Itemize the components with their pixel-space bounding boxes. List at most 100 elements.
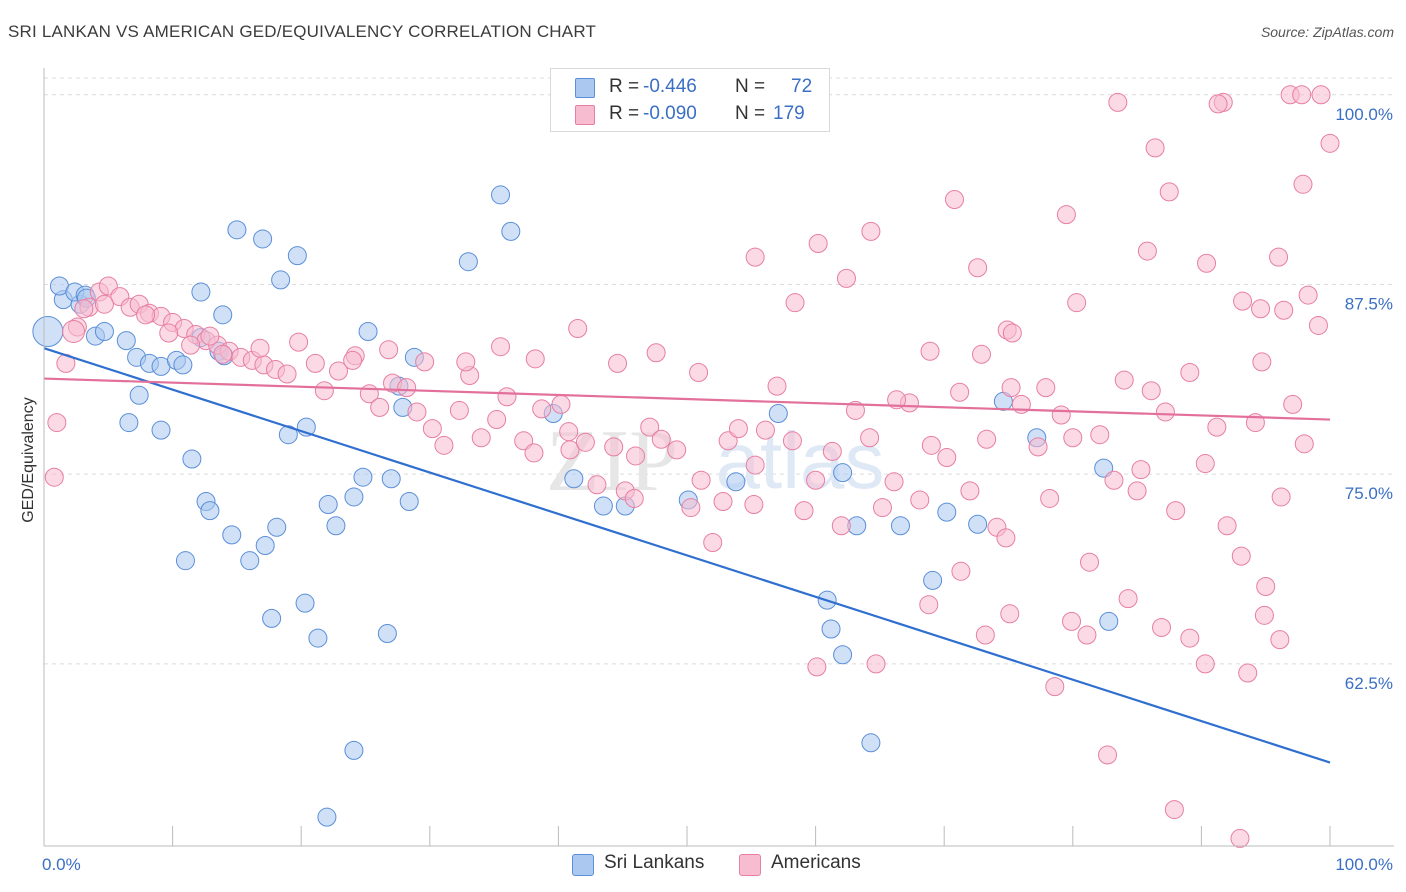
x-tick-label: 100.0% — [1335, 855, 1393, 874]
data-point-sri-lankans — [253, 229, 273, 249]
legend-swatch-sri-lankans — [575, 78, 595, 98]
data-point-sri-lankans — [890, 516, 910, 536]
legend-r-value: -0.090 — [643, 103, 697, 124]
data-point-americans — [960, 481, 980, 501]
data-point-americans — [861, 221, 881, 241]
data-point-americans — [1251, 299, 1271, 319]
data-point-americans — [624, 488, 644, 508]
data-point-americans — [977, 429, 997, 449]
data-point-americans — [1231, 546, 1251, 566]
data-point-americans — [937, 447, 957, 467]
data-point-americans — [1195, 454, 1215, 474]
series-americans — [44, 85, 1340, 848]
data-point-americans — [200, 326, 220, 346]
legend-n-label: N = — [735, 76, 766, 97]
data-point-americans — [1180, 628, 1200, 648]
data-point-americans — [806, 470, 826, 490]
data-point-americans — [422, 419, 442, 439]
data-point-americans — [449, 400, 469, 420]
data-point-sri-lankans — [399, 491, 419, 511]
data-point-americans — [744, 495, 764, 515]
data-point-sri-lankans — [222, 525, 242, 545]
data-point-americans — [1195, 654, 1215, 674]
data-point-americans — [785, 293, 805, 313]
data-point-americans — [1145, 138, 1165, 158]
data-point-americans — [136, 305, 156, 325]
data-point-americans — [920, 341, 940, 361]
data-point-americans — [807, 657, 827, 677]
data-point-americans — [1254, 605, 1274, 625]
trend-line-americans — [43, 377, 1331, 421]
data-point-sri-lankans — [173, 355, 193, 375]
data-point-americans — [1166, 501, 1186, 521]
data-point-americans — [1208, 94, 1228, 114]
data-point-americans — [1230, 828, 1250, 848]
data-point-americans — [524, 443, 544, 463]
data-point-sri-lankans — [353, 467, 373, 487]
data-point-sri-lankans — [271, 270, 291, 290]
data-point-americans — [471, 428, 491, 448]
data-point-americans — [884, 472, 904, 492]
data-point-americans — [491, 337, 511, 357]
data-point-sri-lankans — [344, 740, 364, 760]
data-point-sri-lankans — [564, 469, 584, 489]
data-point-americans — [328, 361, 348, 381]
data-point-sri-lankans — [295, 593, 315, 613]
trend-lines — [43, 347, 1331, 764]
data-point-americans — [921, 435, 941, 455]
y-tick-label: 62.5% — [1345, 674, 1393, 693]
y-tick-label: 100.0% — [1335, 105, 1393, 124]
y-tick-label: 75.0% — [1345, 484, 1393, 503]
data-point-americans — [640, 417, 660, 437]
data-point-americans — [305, 353, 325, 373]
data-point-sri-lankans — [317, 807, 337, 827]
legend-n-value: 72 — [791, 76, 813, 97]
data-point-sri-lankans — [458, 252, 478, 272]
data-point-americans — [1217, 516, 1237, 536]
data-point-americans — [1274, 300, 1294, 320]
data-point-americans — [568, 318, 588, 338]
data-point-americans — [250, 338, 270, 358]
data-point-americans — [755, 420, 775, 440]
data-point-americans — [532, 399, 552, 419]
data-point-sri-lankans — [937, 502, 957, 522]
data-point-americans — [1051, 405, 1071, 425]
data-point-sri-lankans — [262, 608, 282, 628]
data-point-americans — [379, 340, 399, 360]
data-point-americans — [370, 397, 390, 417]
data-point-americans — [44, 467, 64, 487]
data-point-americans — [1152, 617, 1172, 637]
chart-title: SRI LANKAN VS AMERICAN GED/EQUIVALENCY C… — [8, 22, 597, 41]
bottom-legend-label-sri-lankans: Sri Lankans — [604, 852, 705, 873]
correlation-legend: R = -0.446 N = 72 R = -0.090 N = 179 — [550, 68, 830, 132]
data-point-americans — [728, 419, 748, 439]
data-point-americans — [860, 428, 880, 448]
data-point-americans — [314, 381, 334, 401]
data-point-americans — [1118, 589, 1138, 609]
data-point-americans — [397, 378, 417, 398]
data-point-americans — [1098, 745, 1118, 765]
data-point-sri-lankans — [191, 282, 211, 302]
data-point-sri-lankans — [968, 514, 988, 534]
data-point-americans — [587, 475, 607, 495]
data-point-americans — [608, 353, 628, 373]
legend-n-label: N = — [735, 103, 766, 124]
data-point-americans — [289, 332, 309, 352]
data-point-americans — [1104, 470, 1124, 490]
data-point-americans — [1077, 625, 1097, 645]
data-point-americans — [1056, 205, 1076, 225]
data-point-americans — [910, 490, 930, 510]
data-point-americans — [1298, 285, 1318, 305]
data-point-sri-lankans — [821, 619, 841, 639]
data-point-americans — [514, 431, 534, 451]
data-point-sri-lankans — [344, 487, 364, 507]
data-point-americans — [1045, 677, 1065, 697]
data-point-americans — [646, 343, 666, 363]
data-point-americans — [836, 268, 856, 288]
data-point-americans — [872, 498, 892, 518]
data-point-americans — [1080, 552, 1100, 572]
x-tick-label: 0.0% — [42, 855, 81, 874]
data-point-americans — [1063, 428, 1083, 448]
data-point-sri-lankans — [182, 449, 202, 469]
